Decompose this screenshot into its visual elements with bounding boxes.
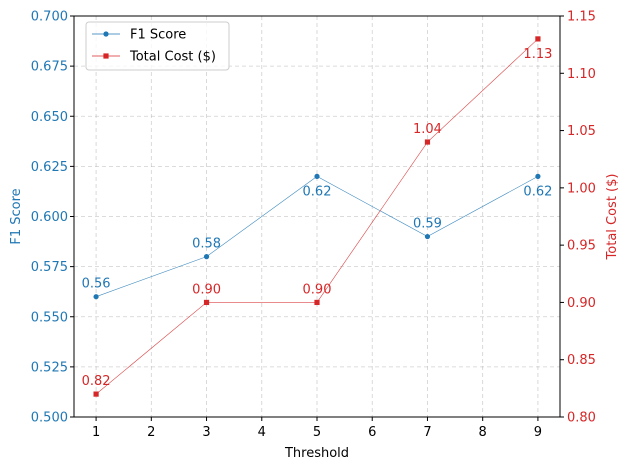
left-y-axis: 0.500 0.525 0.550 0.575 0.600 0.625 0.650 0.675… <box>31 10 74 426</box>
point-f1-score <box>424 233 431 240</box>
data-label-f1-score: 0.59 <box>413 217 442 232</box>
series-layer: 0.56 0.58 0.62 0.59 0.62 0.82 0.90 0.90 1.04 1.13 <box>82 36 552 397</box>
right-tick-label: 1.15 <box>567 10 596 25</box>
data-label-total-cost: 0.90 <box>303 282 332 297</box>
right-y-axis: 0.80 0.85 0.90 0.95 1.00 1.05 1.10 1.15 <box>560 10 596 426</box>
data-label-f1-score: 0.56 <box>82 277 111 292</box>
left-tick-label: 0.500 <box>31 411 68 426</box>
data-label-f1-score: 0.58 <box>192 237 221 252</box>
x-tick-label: 3 <box>202 425 210 440</box>
left-tick-label: 0.550 <box>31 310 68 325</box>
x-tick-label: 7 <box>423 425 431 440</box>
right-tick-label: 1.10 <box>567 67 596 82</box>
grid <box>74 15 560 418</box>
data-label-total-cost: 1.04 <box>413 122 442 137</box>
x-tick-label: 8 <box>479 425 487 440</box>
right-tick-label: 0.85 <box>567 353 596 368</box>
data-label-f1-score: 0.62 <box>303 184 332 199</box>
point-total-cost <box>314 299 320 306</box>
right-tick-label: 1.00 <box>567 181 596 196</box>
right-axis-title: Total Cost ($) <box>605 174 620 261</box>
x-tick-label: 5 <box>313 425 321 440</box>
right-tick-label: 0.80 <box>567 411 596 426</box>
point-f1-score <box>93 294 99 300</box>
left-tick-label: 0.525 <box>31 360 68 375</box>
legend-marker-total-cost <box>103 53 109 59</box>
left-axis-title: F1 Score <box>9 188 24 244</box>
point-total-cost <box>535 36 541 42</box>
x-tick-label: 6 <box>368 425 376 440</box>
legend: F1 Score Total Cost ($) <box>85 21 230 71</box>
point-f1-score <box>314 173 320 179</box>
x-tick-label: 9 <box>534 425 542 440</box>
data-label-total-cost: 1.13 <box>523 47 552 62</box>
point-f1-score <box>203 254 210 260</box>
left-tick-label: 0.700 <box>31 10 68 25</box>
legend-box <box>85 21 230 71</box>
legend-label-f1-score: F1 Score <box>130 28 186 43</box>
left-tick-label: 0.625 <box>31 160 68 175</box>
left-tick-label: 0.675 <box>31 60 68 75</box>
x-axis: 1 2 3 4 5 6 7 8 9 <box>92 417 542 440</box>
point-f1-score <box>535 173 541 179</box>
x-axis-title: Threshold <box>284 446 349 461</box>
left-tick-label: 0.650 <box>31 110 68 125</box>
left-tick-label: 0.600 <box>31 210 68 225</box>
right-tick-label: 1.05 <box>567 124 596 139</box>
point-total-cost <box>203 299 210 306</box>
x-tick-label: 2 <box>147 425 155 440</box>
data-label-total-cost: 0.90 <box>192 282 221 297</box>
right-tick-label: 0.95 <box>567 239 596 254</box>
data-label-f1-score: 0.62 <box>523 184 552 199</box>
x-tick-label: 1 <box>92 425 100 440</box>
x-tick-label: 4 <box>258 425 266 440</box>
point-total-cost <box>93 391 99 397</box>
left-tick-label: 0.575 <box>31 260 68 275</box>
point-total-cost <box>424 139 431 145</box>
data-label-total-cost: 0.82 <box>82 374 111 389</box>
legend-label-total-cost: Total Cost ($) <box>129 50 216 65</box>
right-tick-label: 0.90 <box>567 296 596 311</box>
legend-marker-f1-score <box>103 31 109 37</box>
